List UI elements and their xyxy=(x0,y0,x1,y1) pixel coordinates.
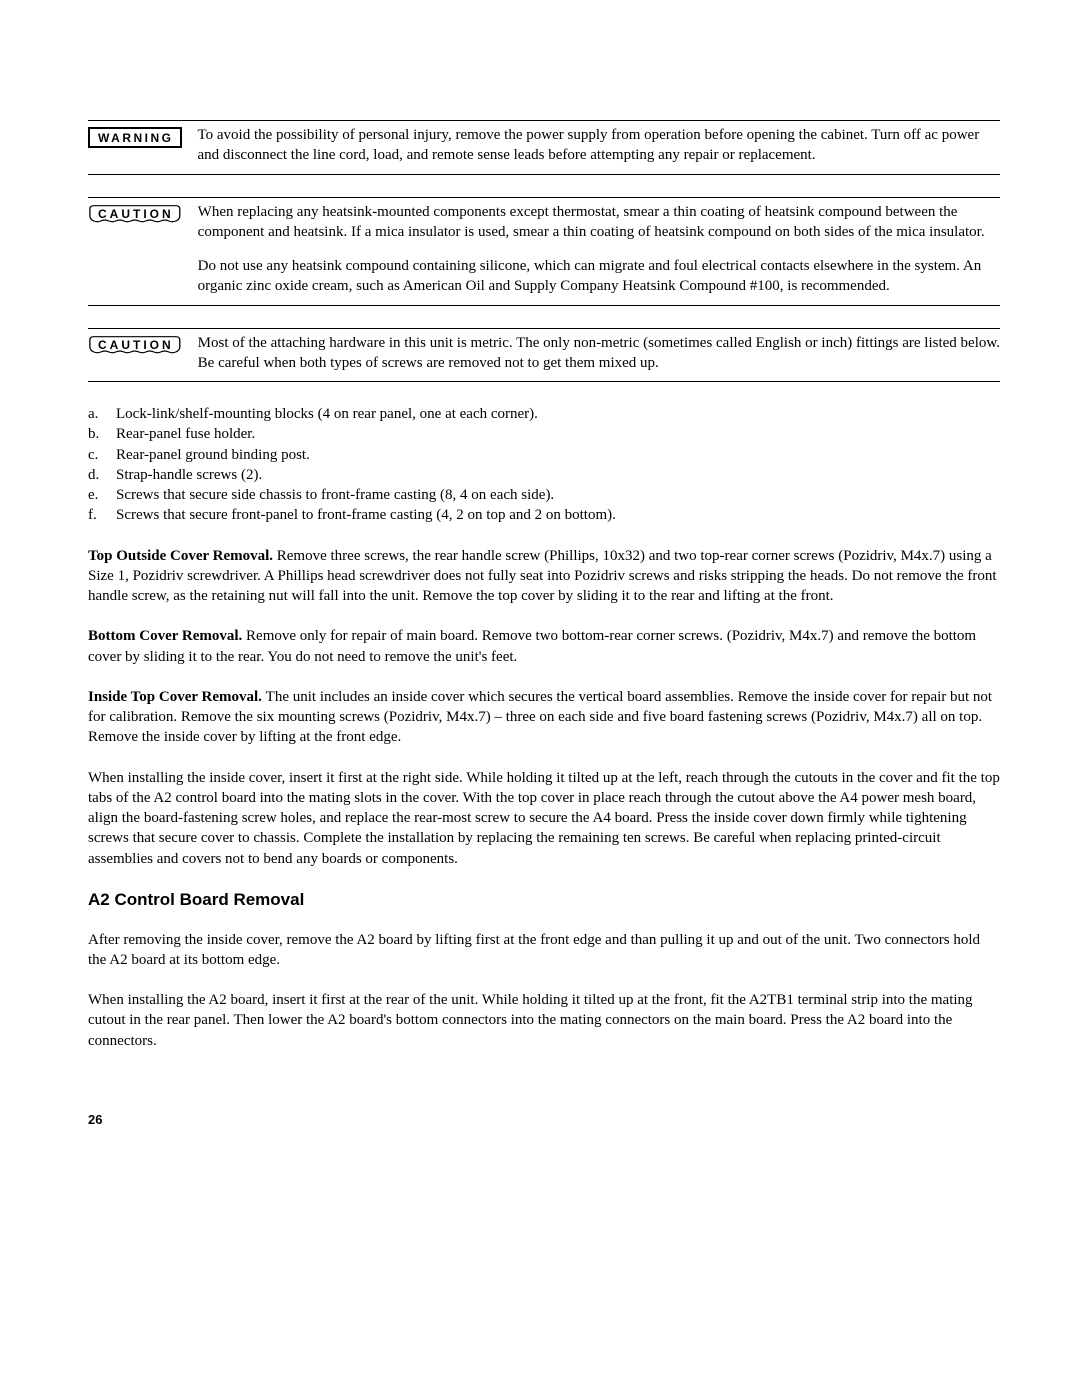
bottom-cover-head: Bottom Cover Removal. xyxy=(88,628,246,644)
caution1-p1: When replacing any heatsink-mounted comp… xyxy=(198,202,1000,243)
page-number: 26 xyxy=(88,1111,1000,1129)
inside-cover-para: Inside Top Cover Removal. The unit inclu… xyxy=(88,687,1000,748)
list-item: c.Rear-panel ground binding post. xyxy=(88,445,1000,465)
caution1-text: When replacing any heatsink-mounted comp… xyxy=(198,202,1000,301)
list-marker: d. xyxy=(88,465,116,485)
caution1-p2: Do not use any heatsink compound contain… xyxy=(198,256,1000,297)
inside-cover-head: Inside Top Cover Removal. xyxy=(88,689,266,705)
caution-notice-1: CAUTION When replacing any heatsink-moun… xyxy=(88,197,1000,306)
caution-box-1: CAUTION xyxy=(88,205,182,222)
list-item: d.Strap-handle screws (2). xyxy=(88,465,1000,485)
caution2-text: Most of the attaching hardware in this u… xyxy=(198,333,1000,378)
list-marker: e. xyxy=(88,485,116,505)
warning-text: To avoid the possibility of personal inj… xyxy=(198,125,1001,170)
list-text: Strap-handle screws (2). xyxy=(116,465,1000,485)
list-text: Rear-panel fuse holder. xyxy=(116,424,1000,444)
list-item: a.Lock-link/shelf-mounting blocks (4 on … xyxy=(88,404,1000,424)
a2-p2: When installing the A2 board, insert it … xyxy=(88,990,1000,1051)
a2-p1: After removing the inside cover, remove … xyxy=(88,930,1000,971)
bottom-cover-para: Bottom Cover Removal. Remove only for re… xyxy=(88,626,1000,667)
list-item: f.Screws that secure front-panel to fron… xyxy=(88,505,1000,525)
top-cover-head: Top Outside Cover Removal. xyxy=(88,548,277,564)
caution-label-2: CAUTION xyxy=(88,335,182,355)
list-marker: f. xyxy=(88,505,116,525)
warning-notice: WARNING To avoid the possibility of pers… xyxy=(88,120,1000,175)
caution-box-2: CAUTION xyxy=(88,336,182,353)
caution-label-1: CAUTION xyxy=(88,204,182,224)
warning-label: WARNING xyxy=(88,127,182,148)
warning-box: WARNING xyxy=(88,127,182,148)
list-marker: a. xyxy=(88,404,116,424)
warning-paragraph: To avoid the possibility of personal inj… xyxy=(198,125,1001,166)
list-text: Lock-link/shelf-mounting blocks (4 on re… xyxy=(116,404,1000,424)
list-item: e.Screws that secure side chassis to fro… xyxy=(88,485,1000,505)
install-inside-para: When installing the inside cover, insert… xyxy=(88,768,1000,869)
list-text: Rear-panel ground binding post. xyxy=(116,445,1000,465)
list-text: Screws that secure side chassis to front… xyxy=(116,485,1000,505)
list-marker: b. xyxy=(88,424,116,444)
list-item: b.Rear-panel fuse holder. xyxy=(88,424,1000,444)
caution-notice-2: CAUTION Most of the attaching hardware i… xyxy=(88,328,1000,383)
fittings-list: a.Lock-link/shelf-mounting blocks (4 on … xyxy=(88,404,1000,526)
list-marker: c. xyxy=(88,445,116,465)
section-heading-a2: A2 Control Board Removal xyxy=(88,889,1000,912)
list-text: Screws that secure front-panel to front-… xyxy=(116,505,1000,525)
caution2-paragraph: Most of the attaching hardware in this u… xyxy=(198,333,1000,374)
top-cover-para: Top Outside Cover Removal. Remove three … xyxy=(88,546,1000,607)
